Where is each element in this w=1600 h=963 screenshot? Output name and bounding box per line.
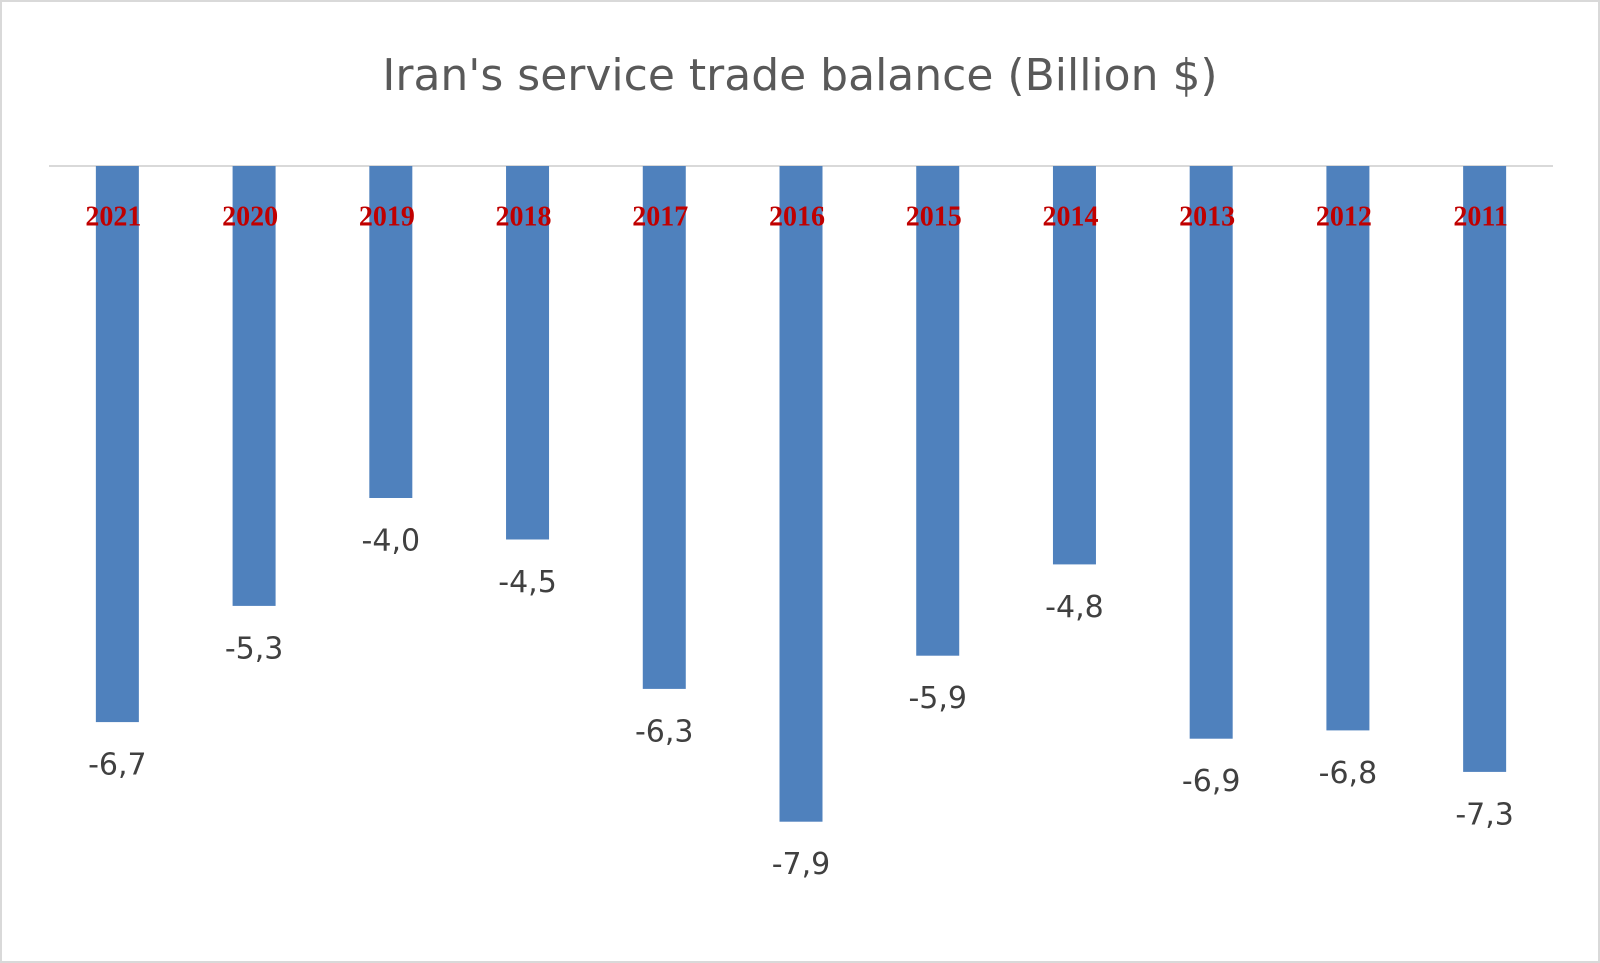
category-label: 2020	[222, 201, 278, 232]
category-label: 2013	[1179, 201, 1235, 232]
value-label: -6,7	[88, 748, 147, 783]
bar	[642, 166, 686, 689]
value-label: -6,3	[635, 714, 694, 749]
category-label: 2018	[496, 201, 552, 232]
bar	[779, 166, 823, 822]
bar	[916, 166, 960, 656]
value-label: -6,9	[1182, 764, 1241, 799]
bar	[1463, 166, 1507, 772]
bar	[369, 166, 413, 498]
bar	[232, 166, 276, 606]
category-label: 2017	[632, 201, 688, 232]
chart-title: Iran's service trade balance (Billion $)	[382, 50, 1217, 101]
value-label: -7,9	[772, 847, 831, 882]
category-label: 2012	[1316, 201, 1372, 232]
bar	[95, 166, 139, 723]
category-label: 2015	[906, 201, 962, 232]
category-label: 2016	[769, 201, 825, 232]
value-label: -4,8	[1045, 590, 1104, 625]
bar	[1052, 166, 1096, 565]
bar	[506, 166, 550, 540]
category-label: 2021	[85, 201, 141, 232]
value-label: -7,3	[1455, 797, 1514, 832]
value-label: -5,9	[908, 681, 967, 716]
value-label: -6,8	[1319, 756, 1378, 791]
category-label: 2014	[1042, 201, 1098, 232]
bar	[1326, 166, 1370, 731]
value-label: -4,5	[498, 565, 557, 600]
value-label: -5,3	[225, 631, 284, 666]
category-label: 2019	[359, 201, 415, 232]
bar	[1189, 166, 1233, 739]
category-label: 2011	[1453, 201, 1507, 232]
value-label: -4,0	[362, 524, 421, 559]
